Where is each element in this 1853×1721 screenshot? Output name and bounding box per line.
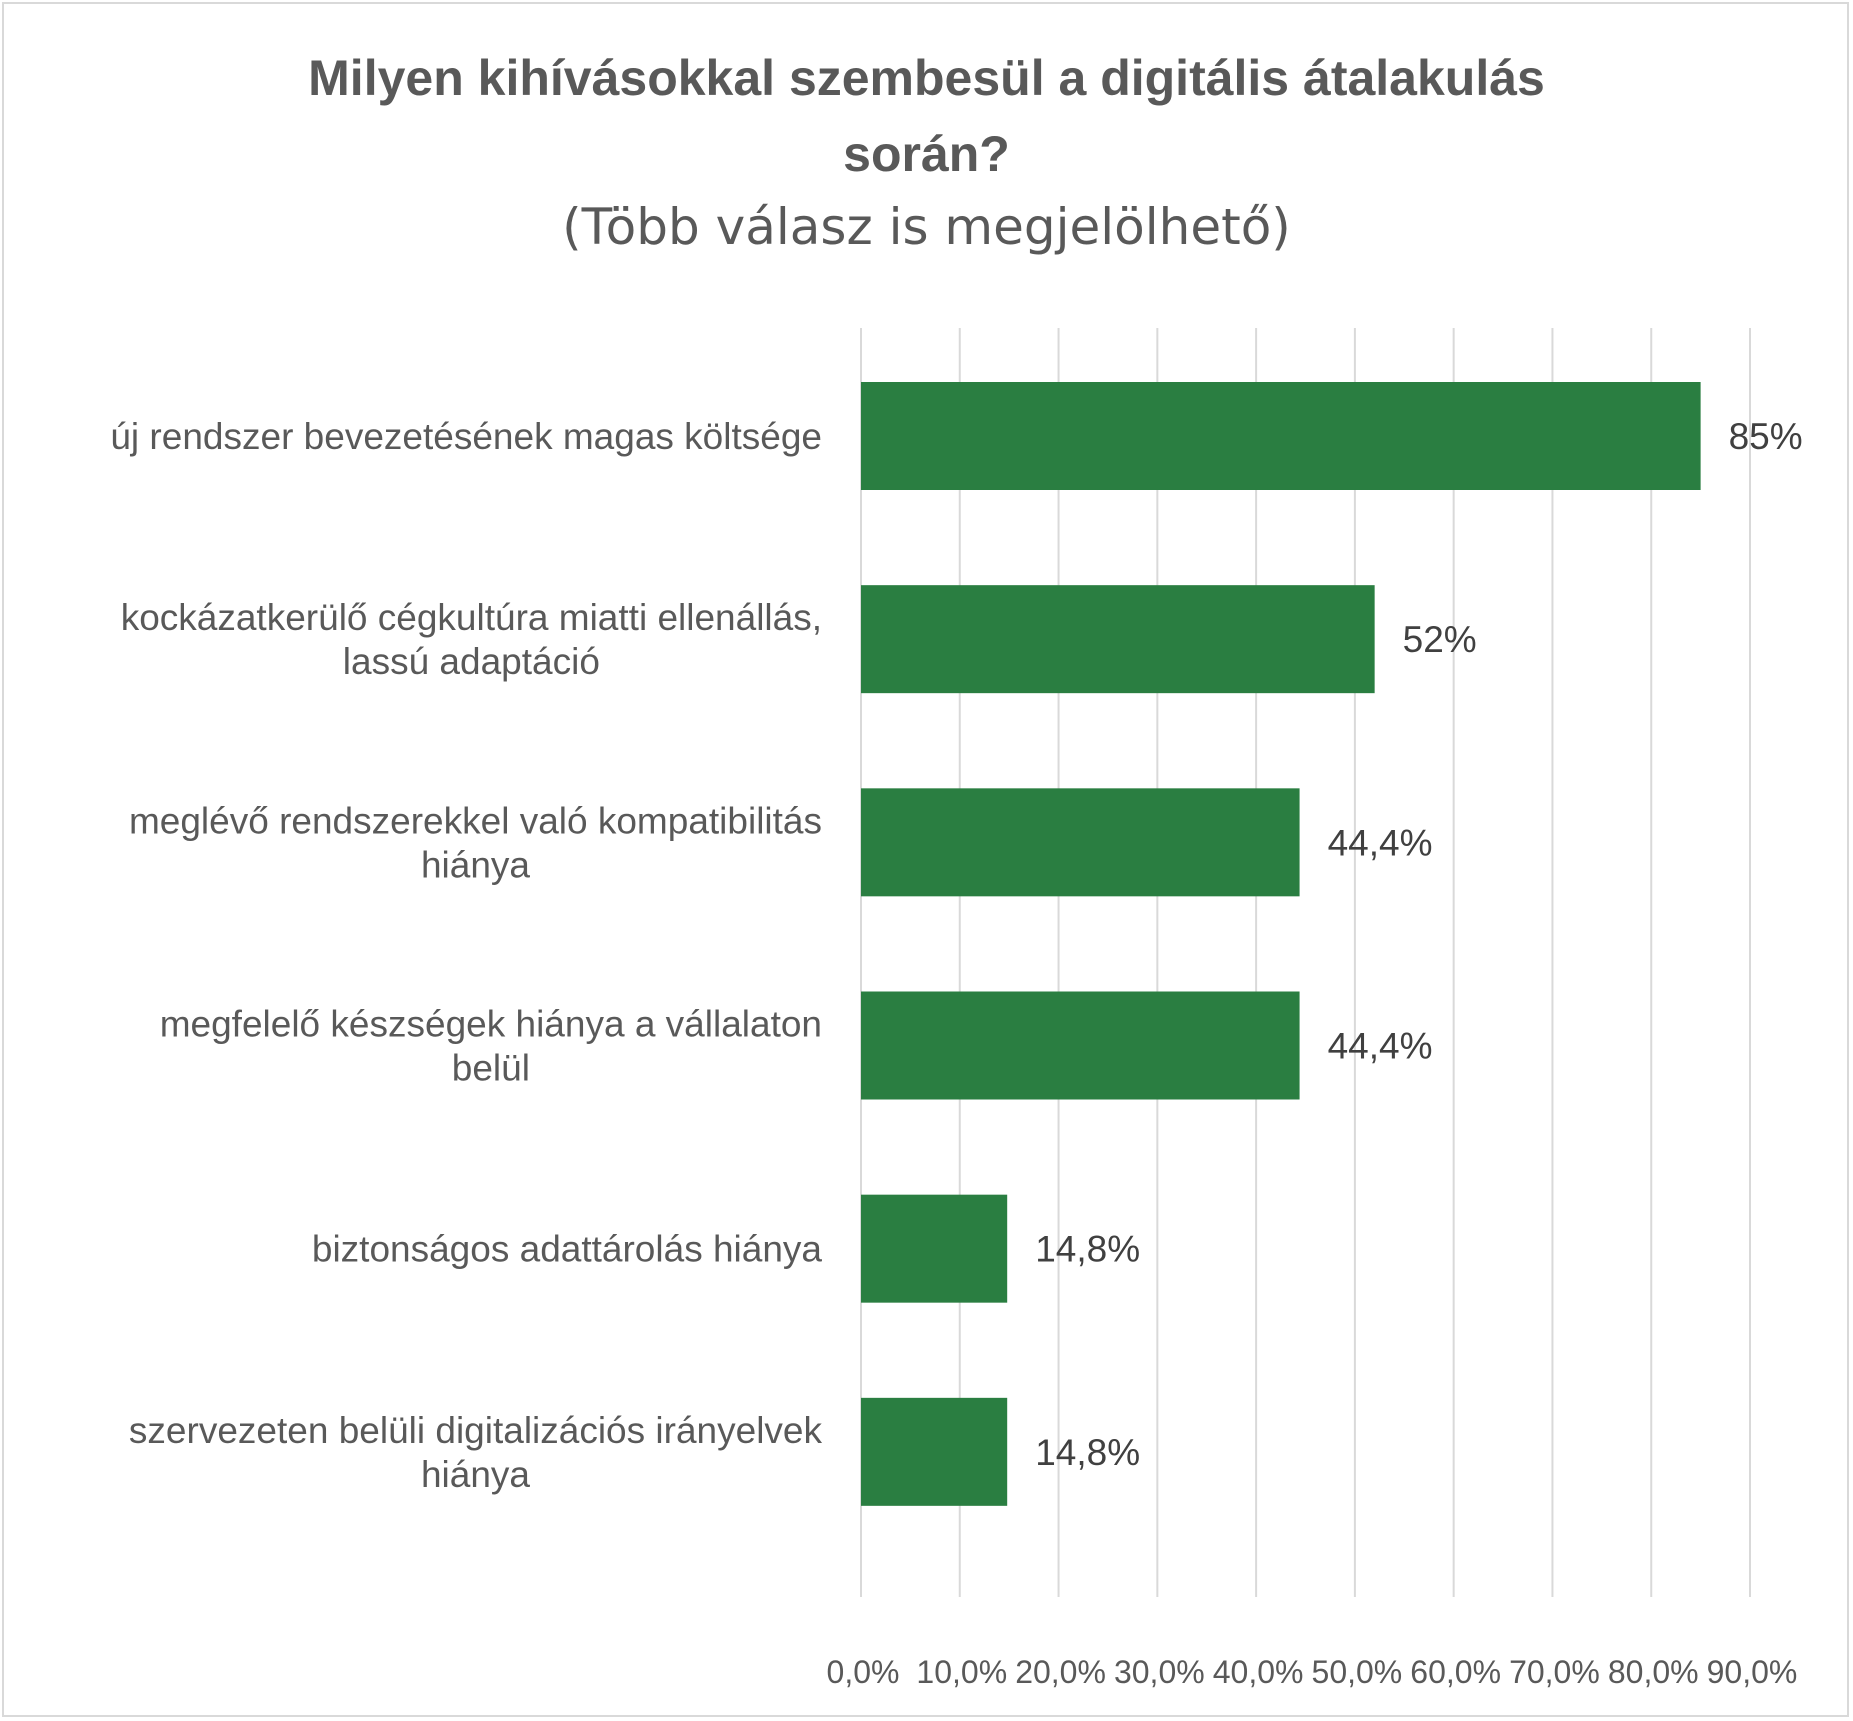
data-label: 85% (1729, 416, 1803, 457)
data-label: 14,8% (1035, 1432, 1140, 1473)
data-label: 44,4% (1328, 1026, 1433, 1067)
x-tick-label: 20,0% (1015, 1654, 1106, 1690)
chart-subtitle: (Több válasz is megjelölhető) (562, 198, 1291, 256)
x-tick-label: 40,0% (1213, 1654, 1304, 1690)
x-tick-label: 30,0% (1114, 1654, 1205, 1690)
x-tick-label: 0,0% (827, 1654, 900, 1690)
x-tick-label: 10,0% (916, 1654, 1007, 1690)
category-label: új rendszer bevezetésének magas költsége (110, 416, 822, 457)
bar (861, 788, 1300, 897)
x-tick-label: 80,0% (1608, 1654, 1699, 1690)
x-tick-label: 90,0% (1707, 1654, 1798, 1690)
data-label: 14,8% (1035, 1229, 1140, 1270)
x-tick-label: 60,0% (1410, 1654, 1501, 1690)
bar (861, 1397, 1008, 1506)
data-label: 52% (1403, 619, 1477, 660)
chart-title: Milyen kihívásokkal szembesül a digitáli… (308, 50, 1545, 182)
bar (861, 991, 1300, 1100)
category-label: meglévő rendszerekkel való kompatibilitá… (129, 800, 822, 885)
x-tick-label: 70,0% (1509, 1654, 1600, 1690)
bar (861, 382, 1701, 490)
bar (861, 1194, 1008, 1303)
bar (861, 585, 1375, 694)
category-label: megfelelő készségek hiánya a vállalaton b… (160, 1004, 822, 1089)
category-label: biztonságos adattárolás hiánya (312, 1229, 823, 1270)
category-label: kockázatkerülő cégkultúra miatti ellenál… (121, 597, 822, 682)
category-label: szervezeten belüli digitalizációs iránye… (129, 1410, 823, 1495)
x-tick-label: 50,0% (1312, 1654, 1403, 1690)
data-label: 44,4% (1328, 822, 1433, 863)
